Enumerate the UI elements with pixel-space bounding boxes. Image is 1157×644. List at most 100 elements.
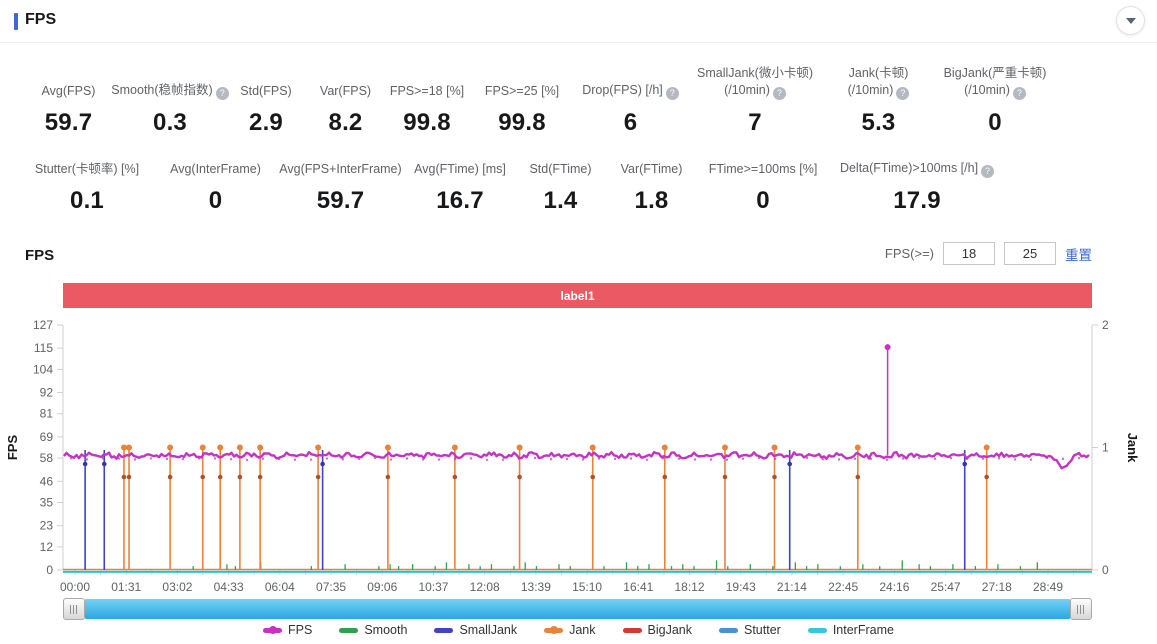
stat-label-line: FPS>=25 [%] bbox=[484, 84, 560, 99]
y-left-tick-label: 81 bbox=[40, 407, 54, 421]
stat-label-line: (/10min)? bbox=[724, 82, 786, 100]
stat-cell: Delta(FTime)>100ms [/h]? 17.9 bbox=[828, 158, 1006, 215]
accent-bar bbox=[14, 13, 18, 30]
help-icon[interactable]: ? bbox=[215, 87, 229, 100]
stat-label-line: Delta(FTime)>100ms [/h]? bbox=[840, 160, 995, 178]
stat-value: 59.7 bbox=[316, 187, 365, 214]
legend-item-smooth[interactable]: Smooth bbox=[339, 623, 407, 637]
legend-item-stutter[interactable]: Stutter bbox=[719, 623, 781, 637]
stat-value: 1.4 bbox=[543, 187, 578, 214]
stat-cell: Var(FPS) 8.2 bbox=[309, 62, 382, 137]
stat-value: 99.8 bbox=[403, 109, 451, 136]
threshold-input-1[interactable] bbox=[943, 242, 995, 265]
stat-cell: Avg(FPS) 59.7 bbox=[20, 62, 117, 137]
y-left-tick-label: 92 bbox=[40, 386, 54, 400]
stat-cell: SmallJank(微小卡顿) (/10min)? 7 bbox=[689, 62, 821, 137]
stat-value: 16.7 bbox=[436, 187, 484, 214]
stat-label-line: (/10min)? bbox=[848, 82, 910, 100]
legend-item-interframe[interactable]: InterFrame bbox=[807, 623, 894, 637]
x-tick-label: 15:10 bbox=[572, 580, 602, 594]
legend-marker-dot bbox=[550, 626, 559, 634]
x-tick-label: 04:33 bbox=[214, 580, 244, 594]
fps-threshold-filter: FPS(>=) 重置 bbox=[885, 242, 1092, 265]
legend-item-fps[interactable]: FPS bbox=[263, 623, 312, 637]
stat-value: 99.8 bbox=[498, 109, 546, 136]
y-right-tick-label: 1 bbox=[1102, 441, 1109, 455]
stat-label-line: (/10min)? bbox=[964, 82, 1026, 100]
stat-label-line2: (/10min) bbox=[964, 83, 1010, 97]
y-left-tick-label: 104 bbox=[33, 362, 53, 376]
y-left-tick-label: 23 bbox=[40, 519, 54, 533]
scrollbar-left-handle[interactable] bbox=[63, 598, 85, 620]
stat-label-line: Avg(InterFrame) bbox=[170, 162, 261, 177]
legend-item-smalljank[interactable]: SmallJank bbox=[434, 623, 517, 637]
help-icon[interactable]: ? bbox=[1012, 87, 1026, 100]
y-right-axis-title: Jank bbox=[1125, 433, 1140, 463]
y-left-tick-label: 58 bbox=[40, 451, 54, 465]
stat-label: FPS>=25 [%] bbox=[485, 62, 559, 100]
stat-label-line: Jank(卡顿) bbox=[848, 66, 909, 81]
stat-label: FTime>=100ms [%] bbox=[709, 158, 818, 178]
stats-row-2: Stutter(卡顿率) [%] 0.1 Avg(InterFrame) 0 Avg(F… bbox=[20, 158, 1006, 215]
help-icon[interactable]: ? bbox=[896, 87, 910, 100]
help-icon[interactable]: ? bbox=[665, 87, 679, 100]
y-left-tick-label: 69 bbox=[40, 430, 54, 444]
stat-value: 0 bbox=[756, 187, 770, 214]
y-left-axis-title: FPS bbox=[5, 435, 20, 461]
threshold-input-2[interactable] bbox=[1004, 242, 1056, 265]
collapse-button[interactable] bbox=[1116, 6, 1145, 35]
y-left-tick-label: 46 bbox=[40, 474, 54, 488]
help-icon[interactable]: ? bbox=[981, 165, 995, 178]
chart-section-title: FPS bbox=[25, 247, 55, 264]
stat-label: Avg(FPS+InterFrame) bbox=[279, 158, 401, 178]
reset-link[interactable]: 重置 bbox=[1065, 247, 1092, 263]
stat-label-line: FPS>=18 [%] bbox=[389, 84, 465, 99]
stat-label-line: SmallJank(微小卡顿) bbox=[697, 66, 813, 81]
chart-range-scrollbar[interactable] bbox=[63, 598, 1092, 620]
stat-label-line: Stutter(卡顿率) [%] bbox=[34, 162, 140, 177]
stat-label-line: Drop(FPS) [/h]? bbox=[582, 82, 679, 100]
legend-label: InterFrame bbox=[832, 623, 894, 637]
y-left-tick-label: 35 bbox=[40, 495, 54, 509]
stat-value: 0.3 bbox=[153, 109, 187, 136]
stat-cell: Avg(FTime) [ms] 16.7 bbox=[404, 158, 516, 215]
y-left-tick-label: 12 bbox=[40, 540, 54, 554]
stat-label-line: Avg(FPS+InterFrame) bbox=[279, 162, 402, 177]
stat-label-line: Std(FPS) bbox=[240, 84, 292, 99]
stat-label-line: Smooth(稳帧指数)? bbox=[111, 82, 229, 100]
stat-label: Std(FPS) bbox=[240, 62, 291, 100]
x-tick-label: 24:16 bbox=[879, 580, 909, 594]
help-icon[interactable]: ? bbox=[772, 87, 786, 100]
stat-label: Jank(卡顿) (/10min)? bbox=[848, 62, 910, 100]
x-tick-label: 12:08 bbox=[470, 580, 500, 594]
scrollbar-right-handle[interactable] bbox=[1070, 598, 1092, 620]
stat-label: Avg(InterFrame) bbox=[170, 158, 261, 178]
legend-item-jank[interactable]: Jank bbox=[544, 623, 596, 637]
stat-label: Smooth(稳帧指数)? bbox=[111, 62, 229, 100]
stat-label: Delta(FTime)>100ms [/h]? bbox=[840, 158, 995, 178]
stat-label: Var(FPS) bbox=[320, 62, 371, 100]
stat-value: 0 bbox=[988, 109, 1002, 136]
stat-label: SmallJank(微小卡顿) (/10min)? bbox=[697, 62, 813, 100]
scrollbar-track[interactable] bbox=[85, 599, 1070, 619]
panel-header: FPS bbox=[0, 0, 1157, 43]
stat-label: Drop(FPS) [/h]? bbox=[582, 62, 679, 100]
stat-cell: BigJank(严重卡顿) (/10min)? 0 bbox=[936, 62, 1054, 137]
stat-value: 8.2 bbox=[328, 109, 363, 136]
chart-legend: FPS Smooth SmallJank Jank BigJank Stutter Inte… bbox=[0, 623, 1157, 637]
stat-cell: FPS>=18 [%] 99.8 bbox=[382, 62, 472, 137]
x-tick-label: 00:00 bbox=[60, 580, 90, 594]
stat-label: Std(FTime) bbox=[529, 158, 591, 178]
legend-label: SmallJank bbox=[459, 623, 518, 637]
fps-series-line bbox=[63, 451, 1090, 470]
stat-cell: FTime>=100ms [%] 0 bbox=[698, 158, 828, 215]
y-right-tick-label: 2 bbox=[1102, 318, 1109, 332]
legend-marker-icon bbox=[339, 627, 359, 633]
legend-marker-icon bbox=[719, 627, 738, 633]
stat-label: BigJank(严重卡顿) (/10min)? bbox=[943, 62, 1047, 100]
stat-value: 0 bbox=[208, 187, 223, 214]
stat-value: 17.9 bbox=[893, 187, 941, 214]
stat-label-line: BigJank(严重卡顿) bbox=[943, 66, 1047, 81]
legend-item-bigjank[interactable]: BigJank bbox=[622, 623, 692, 637]
x-tick-label: 07:35 bbox=[316, 580, 346, 594]
